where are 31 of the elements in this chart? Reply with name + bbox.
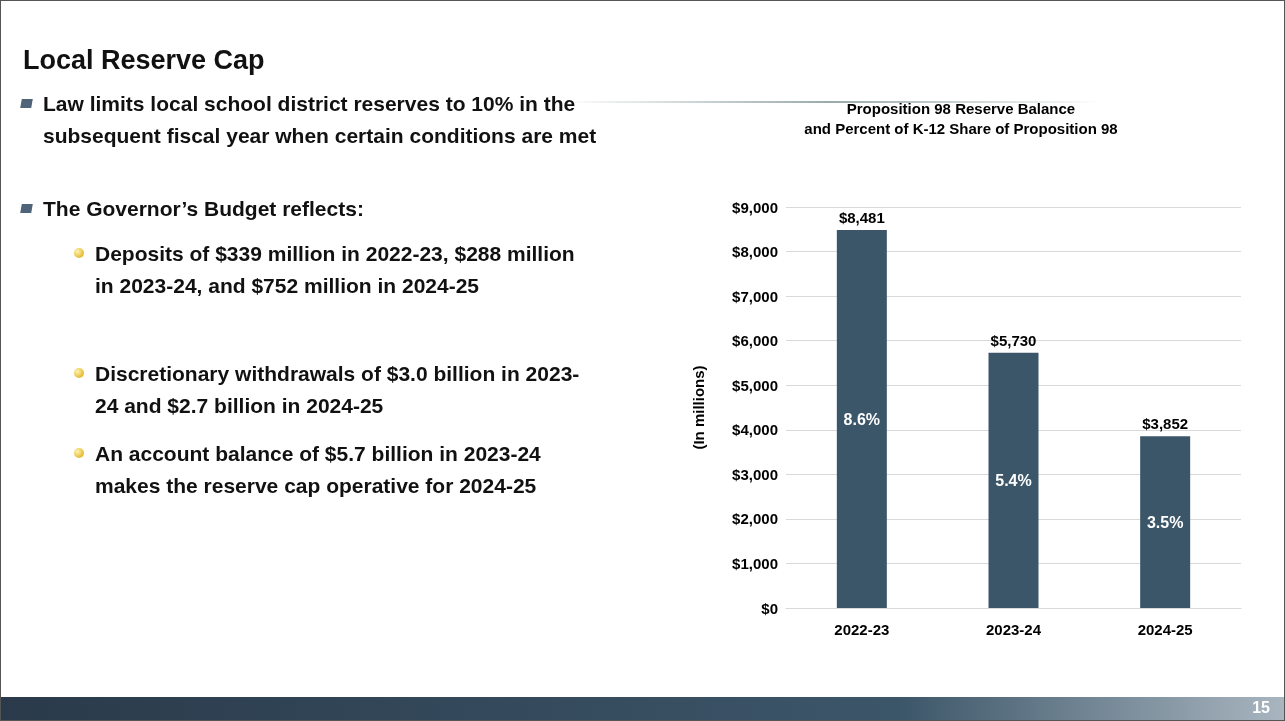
- x-tick-label: 2024-25: [1137, 621, 1193, 638]
- y-tick-label: $5,000: [732, 376, 778, 394]
- text: 15: [1252, 699, 1270, 717]
- y-axis-title: (In millions): [690, 365, 707, 450]
- y-tick-label: $9,000: [732, 198, 778, 216]
- text: Discretionary withdrawals of $3.0 billion in 2023-24 and $2.7 billion in 2024-25: [95, 361, 581, 419]
- y-tick-label: $0: [761, 599, 778, 617]
- x-tick-label: 2023-24: [985, 621, 1042, 638]
- text: Local Reserve Cap: [23, 45, 265, 76]
- data-label: $3,852: [1142, 415, 1189, 433]
- x-tick-label: 2022-23: [834, 621, 890, 638]
- y-tick-label: $8,000: [732, 243, 778, 261]
- bar: [836, 230, 887, 608]
- y-tick-label: $7,000: [732, 287, 778, 305]
- bar: [988, 352, 1039, 608]
- data-label: $8,481: [838, 209, 885, 227]
- y-tick-label: $2,000: [732, 510, 778, 528]
- text: Law limits local school district reserves to 10% in the subsequent fiscal year when certain conditions are met: [43, 91, 598, 149]
- text: The Governor’s Budget reflects:: [43, 196, 365, 222]
- y-tick-label: $1,000: [732, 554, 778, 572]
- annotation: 5.4%: [995, 471, 1032, 489]
- y-tick-label: $4,000: [732, 421, 778, 439]
- text: Deposits of $339 million in 2022-23, $288 million in 2023-24, and $752 million in 2024-25: [95, 241, 576, 299]
- y-tick-label: $6,000: [732, 332, 778, 350]
- text: An account balance of $5.7 billion in 2023-24 makes the reserve cap operative for 2024-25: [95, 441, 542, 499]
- bar: [1140, 436, 1191, 608]
- annotation: 3.5%: [1146, 513, 1184, 531]
- annotation: 8.6%: [843, 410, 881, 428]
- data-label: $5,730: [990, 331, 1037, 349]
- chart-title: Proposition 98 Reserve Balance and Percent of K-12 Share of Proposition 98: [804, 99, 1118, 137]
- y-tick-label: $3,000: [732, 465, 778, 483]
